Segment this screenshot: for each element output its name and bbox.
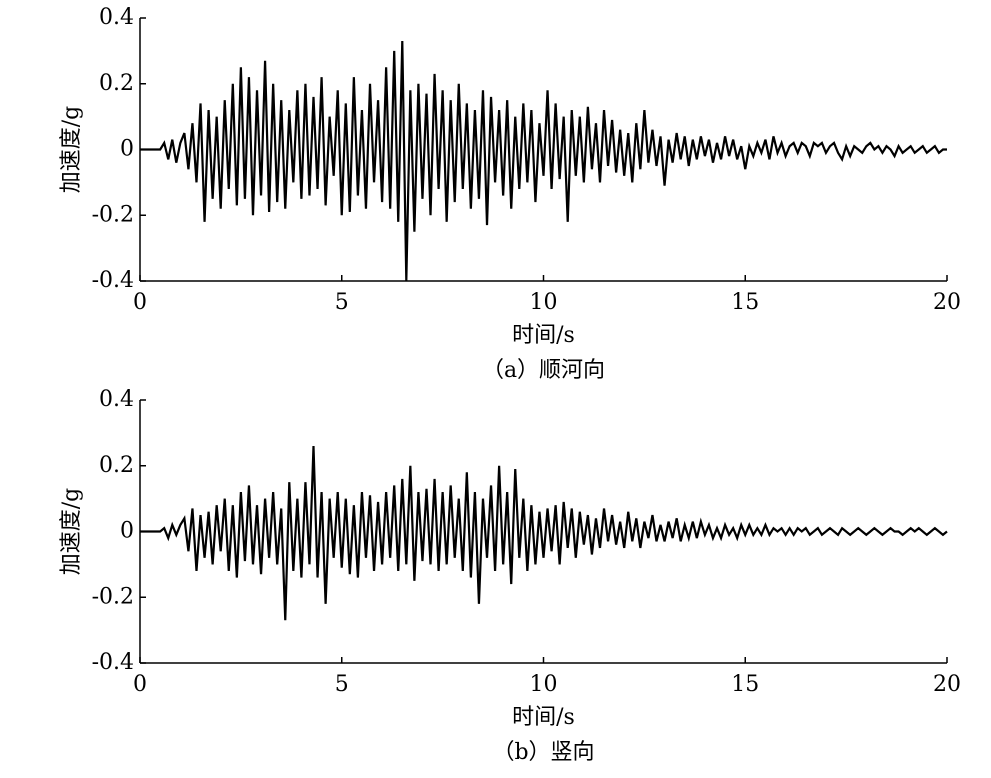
x-tick-label: 5 — [335, 290, 349, 315]
signal-line — [140, 445, 948, 621]
x-tick-label: 15 — [731, 672, 759, 697]
x-axis-label: 时间/s — [512, 323, 575, 348]
x-tick-label: 10 — [530, 672, 558, 697]
y-tick-label: -0.2 — [92, 584, 134, 609]
y-tick-label: -0.4 — [92, 268, 134, 293]
x-tick-label: 15 — [731, 290, 759, 315]
signal-line — [140, 40, 947, 282]
y-tick-label: 0.4 — [99, 5, 134, 30]
y-tick-label: -0.2 — [92, 202, 134, 227]
y-tick-label: 0.2 — [99, 453, 134, 478]
y-tick-label: 0 — [120, 519, 134, 544]
x-axis-label: 时间/s — [512, 705, 575, 730]
y-axis-label: 加速度/g — [59, 488, 84, 576]
x-tick-label: 20 — [933, 672, 961, 697]
caption: （b）竖向 — [492, 740, 594, 765]
y-tick-label: 0 — [120, 137, 134, 162]
x-tick-label: 0 — [133, 672, 147, 697]
x-tick-label: 20 — [933, 290, 961, 315]
x-tick-label: 10 — [530, 290, 558, 315]
y-tick-label: -0.4 — [92, 650, 134, 675]
y-axis-label: 加速度/g — [59, 106, 84, 194]
x-tick-label: 5 — [335, 672, 349, 697]
y-tick-label: 0.4 — [99, 387, 134, 412]
x-tick-label: 0 — [133, 290, 147, 315]
y-tick-label: 0.2 — [99, 71, 134, 96]
caption: （a）顺河向 — [482, 358, 605, 383]
